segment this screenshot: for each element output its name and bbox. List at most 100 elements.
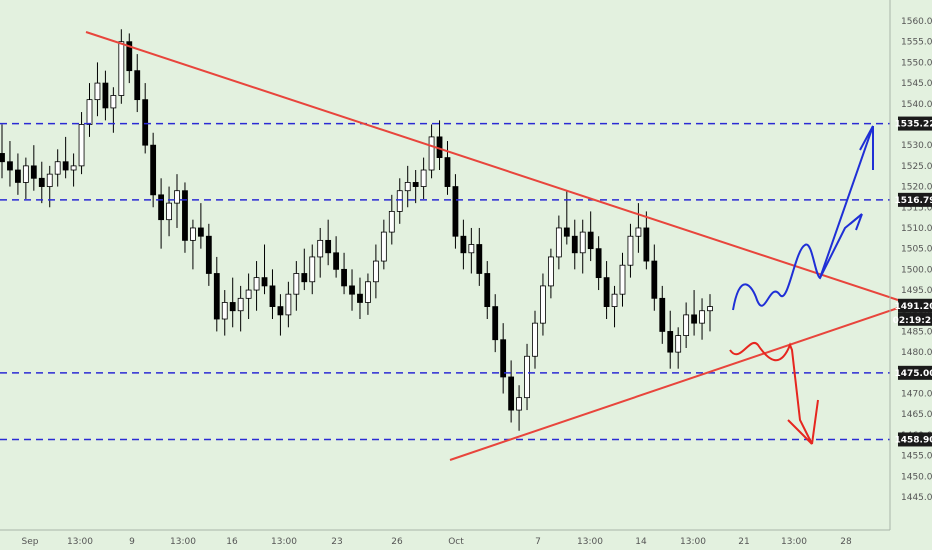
candle-body: [372, 260, 379, 283]
candle-body: [229, 302, 236, 312]
candle-body: [317, 239, 324, 258]
candle-body: [396, 190, 403, 212]
candle-body: [197, 227, 204, 237]
time-tick-label: 13:00: [680, 537, 706, 547]
candle-body: [460, 235, 467, 254]
candle-body: [675, 335, 682, 353]
candle-body: [691, 314, 697, 324]
candle-body: [190, 227, 196, 241]
candle-body: [309, 256, 316, 283]
price-tick-label: 1560.00: [901, 17, 932, 27]
bullish-breakout-path[interactable]: [819, 125, 874, 279]
candle-body: [699, 310, 705, 324]
projection-paths-layer: [729, 125, 874, 445]
candle-body: [126, 41, 133, 72]
price-badges: 1535.22 1516.79 1475.00 1458.90 1491.20 02:19…: [893, 116, 932, 447]
candle-body: [174, 190, 180, 204]
bullish-projection-path[interactable]: [732, 213, 863, 311]
upper-trendline[interactable]: [85, 31, 899, 301]
candle-body: [404, 182, 411, 192]
price-tick-label: 1530.00: [901, 141, 932, 151]
time-tick-label: 13:00: [577, 537, 603, 547]
price-tick-label: 1480.00: [901, 348, 932, 358]
candle-body: [46, 173, 53, 187]
candle-body: [293, 273, 300, 295]
candle-body: [166, 202, 172, 221]
candle-body: [500, 339, 507, 378]
time-tick-label: 13:00: [781, 537, 807, 547]
candle-body: [102, 82, 109, 109]
countdown-label: 02:19:21: [893, 316, 932, 326]
price-tick-label: 1470.00: [901, 390, 932, 400]
candle-body: [428, 136, 435, 171]
lower-trendline[interactable]: [449, 307, 899, 461]
candle-body: [237, 297, 244, 312]
candle-body: [158, 194, 165, 221]
candle-body: [182, 190, 188, 241]
price-tick-label: 1500.00: [901, 265, 932, 275]
candle-body: [78, 124, 85, 167]
candle-body: [587, 231, 594, 250]
candle-body: [420, 169, 427, 187]
level-badge: [898, 116, 932, 131]
price-tick-label: 1485.00: [901, 327, 932, 337]
candle-body: [7, 161, 13, 171]
candle-body: [651, 260, 658, 299]
candle-body: [245, 289, 252, 299]
candle-body: [253, 277, 260, 291]
time-tick-label: 13:00: [67, 537, 93, 547]
price-tick-label: 1550.00: [901, 58, 932, 68]
candle-body: [563, 227, 570, 237]
candle-body: [86, 99, 93, 125]
price-tick-label: 1495.00: [901, 286, 932, 296]
horizontal-levels-layer: [0, 122, 890, 441]
candle-body: [547, 256, 554, 287]
price-tick-label: 1555.00: [901, 38, 932, 48]
last-price-badge: [898, 298, 932, 313]
bear-arrow-head: [787, 399, 819, 445]
candle-body: [595, 248, 602, 279]
candle-body: [683, 314, 690, 336]
bearish-projection-path[interactable]: [729, 341, 813, 445]
candle-body: [94, 82, 101, 101]
candle-body: [380, 231, 387, 262]
candle-body: [619, 264, 626, 295]
candle-body: [277, 306, 284, 316]
candle-body: [30, 165, 37, 179]
price-tick-label: 1540.00: [901, 100, 932, 110]
candle-body: [22, 165, 29, 183]
level-badge: [898, 432, 932, 447]
time-tick-label: 16: [226, 537, 238, 547]
level-badge-label: 1458.90: [895, 435, 932, 445]
bull-arrow-head-1: [849, 213, 863, 231]
candle-body: [444, 157, 451, 187]
candle-body: [269, 285, 276, 308]
time-tick-label: Oct: [448, 537, 464, 547]
candles-layer: [0, 29, 713, 431]
candle-body: [611, 293, 618, 308]
time-tick-label: 14: [635, 537, 647, 547]
candle-body: [524, 355, 530, 399]
candle-body: [261, 277, 268, 287]
candle-body: [134, 70, 141, 101]
level-badge: [898, 365, 932, 380]
level-badge: [898, 192, 932, 207]
candle-body: [62, 161, 69, 171]
time-tick-label: 21: [738, 537, 749, 547]
price-tick-label: 1525.00: [901, 162, 932, 172]
candle-body: [603, 277, 610, 308]
price-tick-label: 1455.00: [901, 452, 932, 462]
candle-body: [707, 306, 713, 312]
candle-body: [516, 397, 522, 411]
candle-body: [476, 244, 483, 274]
candle-body: [301, 273, 308, 283]
time-tick-label: 13:00: [271, 537, 297, 547]
level-badge-label: 1516.79: [895, 196, 932, 206]
candle-body: [365, 281, 371, 303]
candle-body: [349, 285, 355, 295]
time-tick-label: 9: [129, 537, 135, 547]
candle-body: [643, 227, 650, 262]
price-tick-label: 1510.00: [901, 224, 932, 234]
